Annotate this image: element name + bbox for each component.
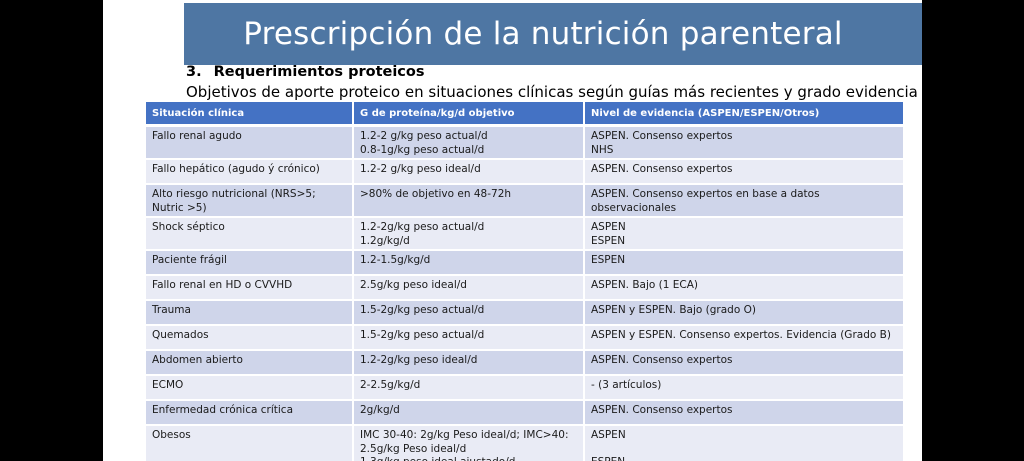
cell-situation: Quemados: [146, 325, 354, 351]
protein-line: 2.5g/kg peso ideal/d: [360, 279, 467, 291]
evidence-line: ASPEN y ESPEN. Consenso expertos. Eviden…: [591, 329, 891, 341]
cell-evidence: - (3 artículos): [584, 375, 903, 401]
protein-line: 0.8-1g/kg peso actual/d: [360, 143, 485, 156]
protein-line: 1.5-2g/kg peso actual/d: [360, 304, 485, 316]
protein-line: 2g/kg/d: [360, 404, 400, 416]
cell-situation: Abdomen abierto: [146, 350, 354, 376]
protein-line: 1.2-1.5g/kg/d: [360, 254, 431, 266]
cell-situation: Fallo renal agudo: [146, 125, 354, 160]
cell-evidence: ASPEN. Bajo (1 ECA): [584, 275, 903, 301]
evidence-line: ESPEN: [591, 456, 897, 461]
evidence-line: ASPEN. Consenso expertos: [591, 404, 733, 416]
table-body: Fallo renal agudo 1.2-2 g/kg peso actual/…: [146, 125, 903, 461]
cell-evidence: ASPEN. Consenso expertos NHS: [584, 125, 903, 160]
cell-situation: Paciente frágil: [146, 250, 354, 276]
slide-title: Prescripción de la nutrición parenteral: [243, 16, 843, 52]
cell-situation: Shock séptico: [146, 217, 354, 251]
evidence-line: NHS: [591, 143, 614, 156]
protein-line: 1.2g/kg/d: [360, 234, 410, 247]
cell-evidence: ASPEN y ESPEN. Bajo (grado O): [584, 300, 903, 326]
evidence-line: ASPEN. Consenso expertos: [591, 130, 733, 142]
header-evidence: Nivel de evidencia (ASPEN/ESPEN/Otros): [584, 102, 903, 127]
evidence-line: ASPEN: [591, 221, 626, 233]
table-row: Quemados 1.5-2g/kg peso actual/d ASPEN y E…: [146, 325, 903, 351]
header-protein: G de proteína/kg/d objetivo: [353, 102, 585, 127]
protein-line: IMC 30-40: 2g/kg Peso ideal/d; IMC>40: 2…: [360, 429, 569, 455]
protein-line: 1,3g/kg peso ideal ajustado/d: [360, 456, 577, 461]
protein-line: 1.2-2g/kg peso ideal/d: [360, 354, 478, 366]
cell-evidence: ASPEN y ESPEN. Consenso expertos. Eviden…: [584, 325, 903, 351]
table-row: Trauma 1.5-2g/kg peso actual/d ASPEN y ESP…: [146, 300, 903, 326]
cell-situation: Obesos: [146, 425, 354, 461]
section-title: Requerimientos proteicos: [213, 64, 425, 80]
cell-situation: ECMO: [146, 375, 354, 401]
protein-line: 1.2-2 g/kg peso ideal/d: [360, 163, 481, 175]
protein-line: >80% de objetivo en 48-72h: [360, 188, 512, 200]
evidence-line: [591, 443, 897, 457]
title-bar: Prescripción de la nutrición parenteral: [184, 3, 922, 65]
slide: Prescripción de la nutrición parenteral …: [103, 0, 922, 461]
table-row: ECMO 2-2.5g/kg/d - (3 artículos): [146, 375, 903, 401]
cell-evidence: ASPEN. Consenso expertos: [584, 350, 903, 376]
cell-protein: 2.5g/kg peso ideal/d: [353, 275, 585, 301]
cell-protein: 1.2-2 g/kg peso actual/d 0.8-1g/kg peso a…: [353, 125, 585, 160]
cell-protein: 2g/kg/d: [353, 400, 585, 426]
cell-situation: Fallo renal en HD o CVVHD: [146, 275, 354, 301]
table-row: Obesos IMC 30-40: 2g/kg Peso ideal/d; IMC…: [146, 425, 903, 461]
table-row: Abdomen abierto 1.2-2g/kg peso ideal/d ASP…: [146, 350, 903, 376]
evidence-line: ESPEN: [591, 254, 626, 266]
cell-protein: 1.2-2 g/kg peso ideal/d: [353, 159, 585, 185]
cell-protein: 1.2-2g/kg peso ideal/d: [353, 350, 585, 376]
cell-protein: 1.2-2g/kg peso actual/d 1.2g/kg/d: [353, 217, 585, 251]
table-row: Fallo hepático (agudo ý crónico) 1.2-2 g/…: [146, 159, 903, 185]
section-heading: 3. Requerimientos proteicos: [186, 64, 425, 80]
table-row: Alto riesgo nutricional (NRS>5; Nutric >…: [146, 184, 903, 218]
header-situation: Situación clínica: [146, 102, 354, 127]
cell-protein: IMC 30-40: 2g/kg Peso ideal/d; IMC>40: 2…: [353, 425, 585, 461]
table-row: Paciente frágil 1.2-1.5g/kg/d ESPEN: [146, 250, 903, 276]
cell-situation: Trauma: [146, 300, 354, 326]
evidence-line: ASPEN. Consenso expertos: [591, 163, 733, 175]
protein-line: 1.2-2 g/kg peso actual/d: [360, 130, 488, 142]
cell-protein: 1.2-1.5g/kg/d: [353, 250, 585, 276]
table-row: Fallo renal en HD o CVVHD 2.5g/kg peso id…: [146, 275, 903, 301]
table-row: Fallo renal agudo 1.2-2 g/kg peso actual/…: [146, 125, 903, 160]
cell-evidence: ASPEN ESPEN: [584, 425, 903, 461]
section-number: 3.: [186, 64, 202, 80]
evidence-line: ASPEN. Bajo (1 ECA): [591, 279, 699, 291]
evidence-line: - (3 artículos): [591, 379, 662, 391]
cell-evidence: ESPEN: [584, 250, 903, 276]
protein-line: 1.5-2g/kg peso actual/d: [360, 329, 485, 341]
protein-requirements-table: Situación clínica G de proteína/kg/d obj…: [146, 102, 903, 461]
evidence-line: ASPEN: [591, 429, 626, 441]
cell-situation: Alto riesgo nutricional (NRS>5; Nutric >…: [146, 184, 354, 218]
evidence-line: ESPEN: [591, 234, 626, 247]
cell-protein: >80% de objetivo en 48-72h: [353, 184, 585, 218]
table-header-row: Situación clínica G de proteína/kg/d obj…: [146, 102, 903, 127]
evidence-line: ASPEN y ESPEN. Bajo (grado O): [591, 304, 756, 316]
evidence-line: ASPEN. Consenso expertos: [591, 354, 733, 366]
cell-situation: Enfermedad crónica crítica: [146, 400, 354, 426]
evidence-line: ASPEN. Consenso expertos en base a datos…: [591, 188, 820, 214]
slide-subtitle: Objetivos de aporte proteico en situacio…: [186, 83, 918, 101]
cell-protein: 1.5-2g/kg peso actual/d: [353, 325, 585, 351]
cell-situation: Fallo hepático (agudo ý crónico): [146, 159, 354, 185]
cell-protein: 2-2.5g/kg/d: [353, 375, 585, 401]
cell-protein: 1.5-2g/kg peso actual/d: [353, 300, 585, 326]
protein-line: 1.2-2g/kg peso actual/d: [360, 221, 485, 233]
protein-line: 2-2.5g/kg/d: [360, 379, 421, 391]
cell-evidence: ASPEN. Consenso expertos en base a datos…: [584, 184, 903, 218]
cell-evidence: ASPEN. Consenso expertos: [584, 159, 903, 185]
cell-evidence: ASPEN. Consenso expertos: [584, 400, 903, 426]
table-row: Enfermedad crónica crítica 2g/kg/d ASPEN. …: [146, 400, 903, 426]
table-row: Shock séptico 1.2-2g/kg peso actual/d 1.2g…: [146, 217, 903, 251]
